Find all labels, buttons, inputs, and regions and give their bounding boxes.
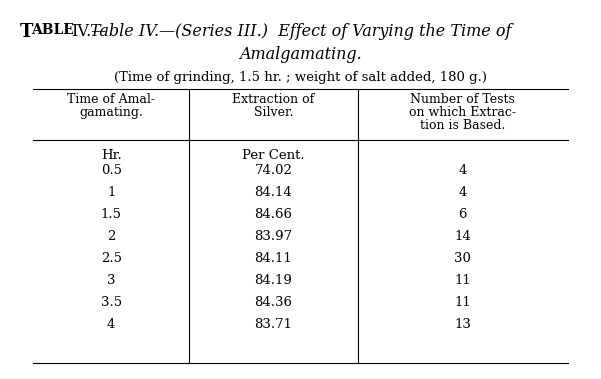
Text: Silver.: Silver. [254,106,293,119]
Text: 84.36: 84.36 [254,296,293,309]
Text: 3: 3 [107,274,115,287]
Text: 84.11: 84.11 [255,252,292,265]
Text: 30: 30 [454,252,471,265]
Text: 11: 11 [454,274,471,287]
Text: 2: 2 [107,230,115,243]
Text: 3.5: 3.5 [100,296,122,309]
Text: Time of Amal-: Time of Amal- [67,93,155,106]
Text: 4: 4 [459,186,467,199]
Text: 4: 4 [107,318,115,330]
Text: Amalgamating.: Amalgamating. [239,46,362,63]
Text: 6: 6 [459,208,467,221]
Text: IV.—: IV.— [72,23,108,41]
Text: Hr.: Hr. [101,149,121,161]
Text: Table IV.—(Series III.)  Effect of Varying the Time of: Table IV.—(Series III.) Effect of Varyin… [90,23,511,41]
Text: 1.5: 1.5 [101,208,121,221]
Text: 13: 13 [454,318,471,330]
Text: ABLE: ABLE [31,23,74,38]
Text: 2.5: 2.5 [101,252,121,265]
Text: gamating.: gamating. [79,106,143,119]
Text: Extraction of: Extraction of [233,93,314,106]
Text: Per Cent.: Per Cent. [242,149,305,161]
Text: 74.02: 74.02 [254,164,293,177]
Text: tion is Based.: tion is Based. [420,119,505,132]
Text: 83.71: 83.71 [254,318,293,330]
Text: on which Extrac-: on which Extrac- [409,106,516,119]
Text: 11: 11 [454,296,471,309]
Text: (Time of grinding, 1.5 hr. ; weight of salt added, 180 g.): (Time of grinding, 1.5 hr. ; weight of s… [114,71,487,84]
Text: Number of Tests: Number of Tests [410,93,515,106]
Text: 0.5: 0.5 [101,164,121,177]
Text: 84.14: 84.14 [255,186,292,199]
Text: 83.97: 83.97 [254,230,293,243]
Text: 4: 4 [459,164,467,177]
Text: 1: 1 [107,186,115,199]
Text: 84.66: 84.66 [254,208,293,221]
Text: T: T [20,23,33,41]
Text: 84.19: 84.19 [254,274,293,287]
Text: 14: 14 [454,230,471,243]
